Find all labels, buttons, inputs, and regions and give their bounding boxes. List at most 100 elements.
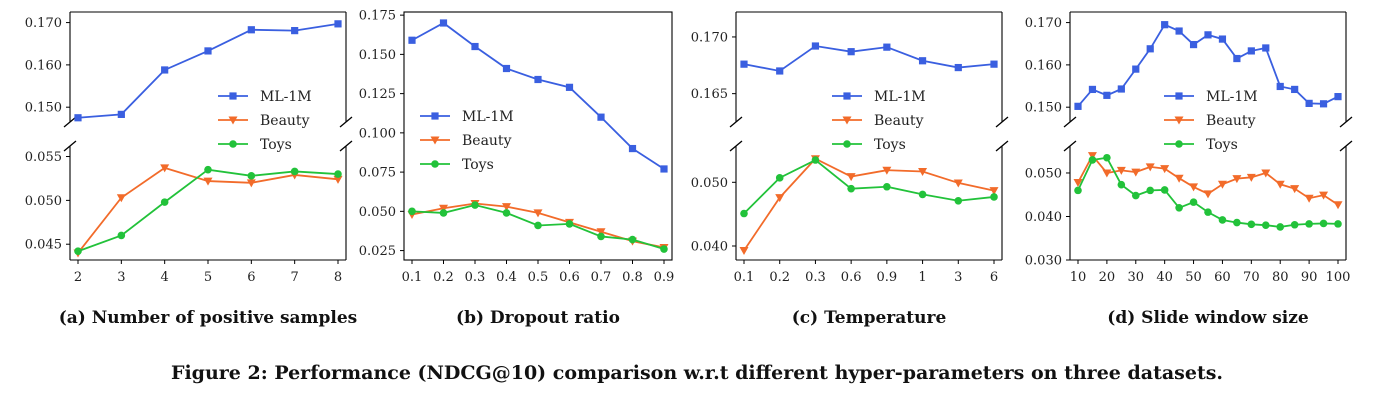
data-point <box>1304 194 1314 203</box>
data-point <box>1102 169 1112 178</box>
data-point <box>74 247 82 256</box>
legend-marker <box>1175 140 1183 148</box>
subplot-caption: (b) Dropout ratio <box>456 308 620 328</box>
x-tick-label: 0.6 <box>559 270 580 285</box>
legend-marker <box>843 92 851 100</box>
data-point <box>534 221 542 230</box>
data-point <box>776 67 784 75</box>
y-tick-label: 0.175 <box>359 9 396 24</box>
x-tick-label: 0.4 <box>496 270 517 285</box>
series-line <box>743 157 995 251</box>
data-point <box>1189 40 1198 49</box>
data-point <box>883 182 891 191</box>
y-tick-label: 0.030 <box>1025 254 1062 269</box>
x-tick-label: 2 <box>74 270 82 285</box>
x-tick-label: 80 <box>1272 270 1289 285</box>
data-point <box>1116 166 1126 175</box>
legend-label: Beauty <box>874 113 924 129</box>
data-point <box>247 26 255 34</box>
data-point <box>1160 165 1170 174</box>
data-point <box>1276 223 1285 231</box>
data-point <box>502 203 511 212</box>
x-tick-label: 0.8 <box>622 270 643 285</box>
data-point <box>1247 220 1256 229</box>
data-point <box>597 232 605 241</box>
data-point <box>1131 168 1141 177</box>
data-point <box>1087 152 1097 161</box>
series-beauty <box>1073 152 1343 210</box>
y-tick-label: 0.170 <box>25 16 62 31</box>
data-point <box>502 209 511 217</box>
x-tick-label: 50 <box>1185 270 1202 285</box>
axis-break-mark <box>995 116 1009 128</box>
series-toys <box>740 156 998 218</box>
data-point <box>597 113 605 121</box>
chart-panel-c: 0.165 0.170 0.040 0.050 0.1 0.2 0.3 0.6 0.9 1 3 6 ML… <box>691 11 1009 328</box>
axis-break-mark <box>1339 116 1353 128</box>
x-tick-label: 6 <box>247 270 255 285</box>
data-point <box>1233 218 1241 227</box>
data-point <box>565 83 574 91</box>
legend: ML-1M Beauty Toys <box>218 89 312 153</box>
data-point <box>1262 44 1270 52</box>
x-tick-label: 0.1 <box>402 270 423 285</box>
legend-marker <box>431 160 439 168</box>
data-point <box>1319 219 1328 228</box>
data-point <box>1074 102 1082 110</box>
x-tick-label: 0.7 <box>591 270 612 285</box>
series-toys <box>74 165 342 256</box>
data-point <box>1246 173 1256 182</box>
legend-marker <box>1175 92 1183 100</box>
y-tick-label: 0.100 <box>359 126 396 141</box>
data-point <box>1247 47 1255 55</box>
data-point <box>596 228 606 237</box>
data-point <box>117 231 126 240</box>
legend-marker <box>431 112 439 120</box>
legend-label: ML-1M <box>874 89 926 105</box>
y-tick-label: 0.160 <box>25 58 62 73</box>
x-tick-label: 5 <box>204 270 212 285</box>
axis-break-mark <box>339 140 353 152</box>
data-point <box>1334 220 1342 228</box>
data-point <box>1218 35 1227 43</box>
data-point <box>116 194 126 203</box>
data-point <box>1175 203 1183 212</box>
x-tick-label: 1 <box>918 270 926 285</box>
axis-break-mark <box>1063 116 1077 128</box>
series-beauty <box>73 164 343 258</box>
legend-marker <box>1174 116 1184 125</box>
data-point <box>161 66 169 74</box>
subplot-caption: (a) Number of positive samples <box>59 308 358 328</box>
data-point <box>1305 99 1313 107</box>
x-tick-label: 0.3 <box>465 270 486 285</box>
data-point <box>1276 82 1284 91</box>
y-tick-label: 0.150 <box>359 48 396 63</box>
x-tick-label: 8 <box>334 270 342 285</box>
data-point <box>1146 45 1154 53</box>
data-point <box>1160 186 1169 194</box>
data-point <box>333 175 343 184</box>
data-point <box>1189 183 1199 192</box>
data-point <box>883 43 891 51</box>
data-point <box>990 193 998 201</box>
x-tick-label: 0.3 <box>805 270 826 285</box>
data-point <box>439 209 448 217</box>
x-tick-label: 0.1 <box>734 270 755 285</box>
y-tick-label: 0.170 <box>691 30 728 45</box>
data-point <box>1261 169 1271 178</box>
legend-label: Beauty <box>462 133 512 149</box>
data-point <box>660 165 668 173</box>
x-tick-label: 0.5 <box>528 270 549 285</box>
subplot-caption: (d) Slide window size <box>1107 308 1309 328</box>
series-beauty <box>739 155 999 255</box>
x-tick-label: 30 <box>1128 270 1145 285</box>
series-toys <box>1074 153 1342 231</box>
legend-label: ML-1M <box>1206 89 1258 105</box>
data-point <box>1319 100 1328 108</box>
data-point <box>439 204 448 213</box>
legend: ML-1M Beauty Toys <box>1164 89 1258 153</box>
data-point <box>1175 27 1183 35</box>
y-tick-label: 0.050 <box>25 194 62 209</box>
chart-panel-a: 0.150 0.160 0.170 0.045 0.050 0.055 2 3 4 5 6 7 8 ML-… <box>25 11 358 328</box>
